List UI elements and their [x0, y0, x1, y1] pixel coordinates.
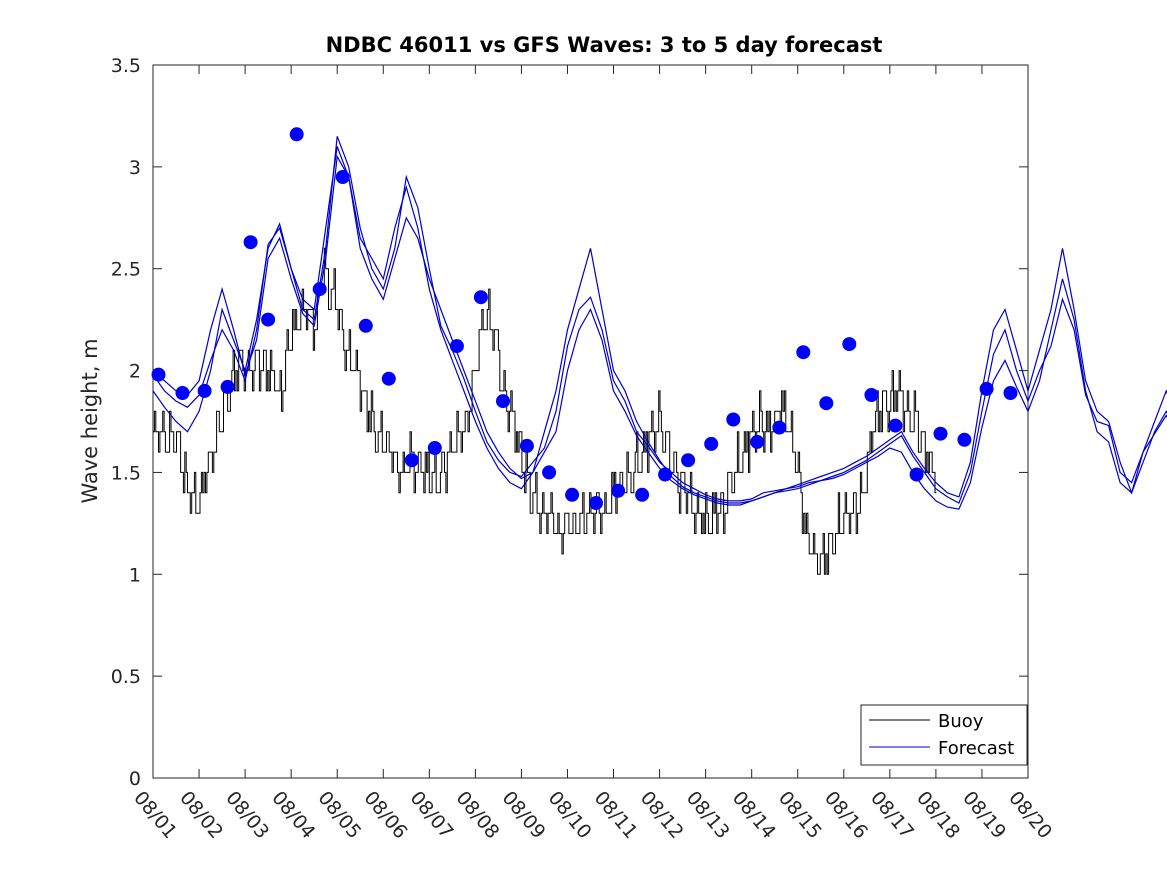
forecast-point	[449, 339, 464, 354]
forecast-point	[1003, 386, 1018, 400]
y-tick-label: 1	[129, 564, 141, 586]
forecast-point	[726, 412, 741, 427]
forecast-series-line-3	[152, 154, 1167, 504]
series-group	[151, 127, 1167, 575]
forecast-point	[473, 290, 488, 305]
y-axis-label: Wave height, m	[78, 338, 102, 503]
forecast-point	[819, 396, 834, 411]
y-tick-label: 3	[129, 157, 141, 179]
forecast-point	[404, 453, 419, 468]
forecast-point	[519, 438, 534, 453]
y-tick-label: 2.5	[111, 259, 141, 281]
forecast-point	[243, 235, 258, 250]
forecast-point	[589, 496, 603, 510]
forecast-point	[750, 434, 765, 449]
forecast-point	[427, 441, 442, 455]
y-tick-label: 1.5	[111, 462, 141, 484]
legend-buoy-label: Buoy	[938, 711, 984, 732]
forecast-point	[635, 487, 650, 502]
forecast-point	[864, 388, 879, 402]
forecast-point	[175, 386, 190, 400]
forecast-point	[197, 383, 212, 398]
y-tick-labels: 0 0.5 1 1.5 2 2.5 3 3.5	[111, 55, 141, 790]
y-tick-label: 2	[129, 361, 141, 383]
forecast-series-line-2	[152, 146, 1167, 510]
forecast-point	[796, 345, 811, 360]
forecast-point	[909, 467, 924, 482]
chart-title: NDBC 46011 vs GFS Waves: 3 to 5 day fore…	[326, 33, 883, 57]
axis-ticks	[152, 64, 1029, 779]
forecast-series-line-1	[152, 136, 1167, 504]
forecast-point	[842, 337, 857, 352]
legend: Buoy Forecast	[860, 704, 1028, 766]
forecast-point	[681, 453, 696, 468]
y-tick-label: 0	[129, 768, 141, 790]
y-tick-label: 3.5	[111, 55, 141, 77]
forecast-point	[358, 318, 373, 333]
y-tick-label: 0.5	[111, 666, 141, 688]
forecast-point	[312, 282, 327, 297]
forecast-point	[542, 465, 557, 480]
buoy-series-line	[153, 247, 937, 575]
forecast-point	[335, 170, 350, 184]
forecast-point	[220, 379, 235, 394]
forecast-point	[704, 436, 719, 451]
legend-forecast-label: Forecast	[938, 738, 1014, 759]
forecast-point	[957, 432, 972, 447]
forecast-point	[658, 467, 673, 482]
forecast-point	[261, 312, 276, 327]
forecast-point	[289, 127, 304, 142]
forecast-point	[611, 483, 626, 498]
forecast-point	[979, 381, 994, 396]
forecast-point	[772, 420, 787, 435]
forecast-point	[565, 487, 580, 502]
forecast-point	[888, 418, 903, 433]
forecast-point	[151, 367, 166, 382]
legend-box	[860, 704, 1028, 766]
forecast-point	[496, 394, 510, 409]
forecast-point	[933, 426, 948, 441]
forecast-point	[381, 371, 396, 386]
